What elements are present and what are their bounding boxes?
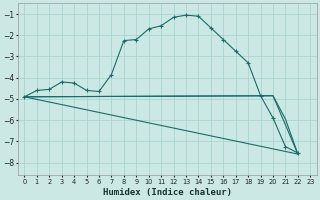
X-axis label: Humidex (Indice chaleur): Humidex (Indice chaleur): [103, 188, 232, 197]
